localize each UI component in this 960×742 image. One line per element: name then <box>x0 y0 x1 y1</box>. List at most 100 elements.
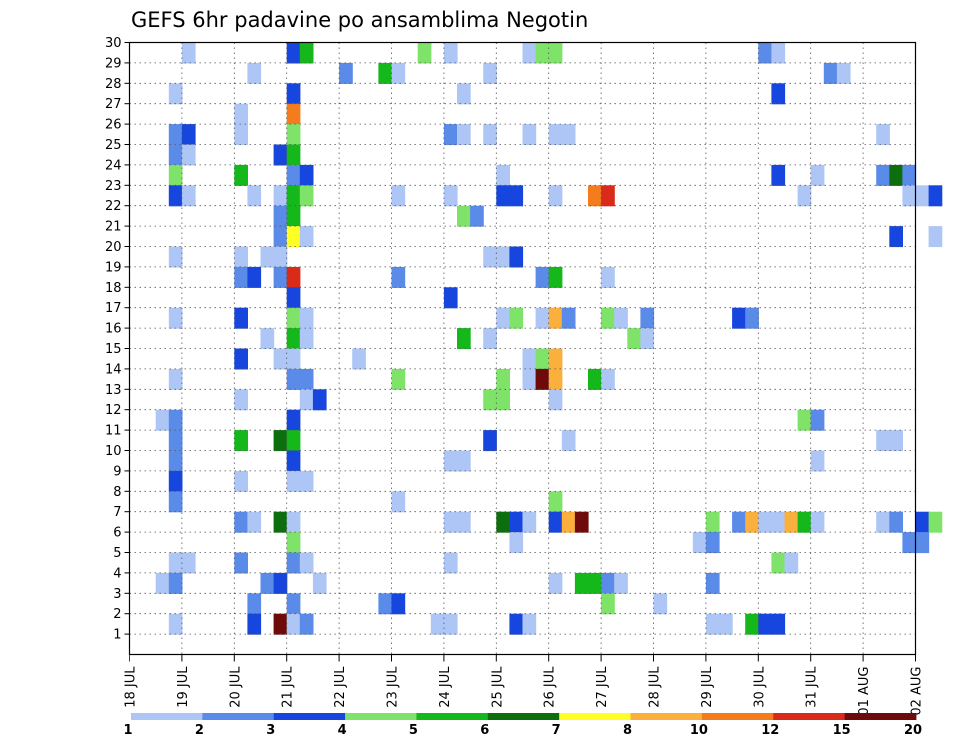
precip-cell <box>391 593 406 615</box>
y-tick-label: 2 <box>113 607 121 622</box>
y-tick-label: 21 <box>105 220 122 235</box>
precip-cell <box>705 532 720 554</box>
y-tick-label: 16 <box>105 322 122 337</box>
precip-cell <box>443 42 458 64</box>
precip-cell <box>286 205 301 227</box>
y-tick-label: 22 <box>105 199 122 214</box>
precip-cell <box>168 572 183 594</box>
precip-cell <box>391 266 406 288</box>
y-tick-label: 26 <box>105 118 122 133</box>
precip-cell <box>457 205 471 227</box>
precip-cell <box>548 185 563 207</box>
precip-cell <box>574 511 589 533</box>
precip-cell <box>483 246 497 268</box>
x-tick-label: 28 JUL <box>648 666 663 708</box>
colorbar-swatch <box>844 713 917 720</box>
precip-cell <box>168 185 183 207</box>
precip-cell <box>784 511 799 533</box>
precip-cell <box>588 368 602 390</box>
precip-cell <box>286 511 301 533</box>
x-tick-label: 26 JUL <box>543 666 558 708</box>
precip-cell <box>286 430 301 452</box>
precip-cell <box>352 348 366 370</box>
precip-cell <box>234 307 248 329</box>
precip-cell <box>273 511 288 533</box>
x-tick-label: 20 JUL <box>228 666 243 708</box>
precip-cell <box>483 62 497 84</box>
y-tick-label: 15 <box>105 342 122 357</box>
precip-cell <box>483 430 497 452</box>
precip-cell <box>168 307 183 329</box>
precip-cell <box>522 368 537 390</box>
precip-cell <box>273 246 288 268</box>
y-tick-label: 1 <box>113 628 121 643</box>
precip-cell <box>168 164 183 186</box>
precip-cell <box>234 103 248 125</box>
precip-cell <box>234 164 248 186</box>
precip-cell <box>299 613 314 635</box>
precip-cell <box>299 328 314 350</box>
precip-cell <box>758 42 772 64</box>
precip-cell <box>457 450 471 472</box>
precip-cell <box>836 62 851 84</box>
precip-cell <box>705 572 720 594</box>
precip-cell <box>286 83 301 105</box>
precip-cell <box>168 409 183 431</box>
precip-cell <box>548 572 563 594</box>
precip-cell <box>889 430 903 452</box>
colorbar-label: 15 <box>833 723 851 738</box>
precip-cell <box>771 552 786 574</box>
precip-cell <box>286 470 301 492</box>
precip-cell <box>181 552 196 574</box>
x-tick-label: 21 JUL <box>281 666 296 708</box>
precip-cell <box>286 124 301 146</box>
precip-cell <box>443 613 458 635</box>
precip-cell <box>496 368 510 390</box>
precip-cell <box>915 511 930 533</box>
precip-cell <box>915 532 930 554</box>
precip-cell <box>548 491 563 513</box>
colorbar-label: 8 <box>623 723 632 738</box>
y-tick-label: 29 <box>105 56 122 71</box>
precip-cell <box>784 552 799 574</box>
precip-cell <box>548 368 563 390</box>
precip-cell <box>732 511 746 533</box>
precip-cell <box>443 185 458 207</box>
precip-cell <box>168 246 183 268</box>
precip-cell <box>234 511 248 533</box>
precip-cell <box>535 368 550 390</box>
x-tick-label: 22 JUL <box>333 666 348 708</box>
colorbar-label: 6 <box>480 723 489 738</box>
precip-cell <box>168 83 183 105</box>
precip-cell <box>286 613 301 635</box>
precip-cell <box>273 348 288 370</box>
precip-cell <box>299 164 314 186</box>
precip-cell <box>457 511 471 533</box>
precip-cell <box>745 511 759 533</box>
precip-cell <box>234 348 248 370</box>
precip-cell <box>234 552 248 574</box>
precip-cell <box>876 124 890 146</box>
precip-cell <box>168 144 183 166</box>
precip-cell <box>286 409 301 431</box>
y-tick-label: 13 <box>105 383 122 398</box>
precip-cell <box>378 593 393 615</box>
precip-cell <box>443 511 458 533</box>
y-tick-label: 30 <box>105 36 122 51</box>
colorbar-swatch <box>202 713 275 720</box>
precip-cell <box>168 368 183 390</box>
precip-cell <box>234 389 248 411</box>
precip-cell <box>273 144 288 166</box>
precip-cell <box>273 430 288 452</box>
precip-cell <box>889 164 903 186</box>
precip-cell <box>168 450 183 472</box>
precip-cell <box>168 552 183 574</box>
precip-cell <box>535 348 550 370</box>
precip-cell <box>810 450 825 472</box>
precip-cell <box>915 185 930 207</box>
precip-cell <box>548 266 563 288</box>
precip-cell <box>588 572 602 594</box>
precip-cell <box>443 450 458 472</box>
precip-cell <box>234 124 248 146</box>
precip-cell <box>286 103 301 125</box>
